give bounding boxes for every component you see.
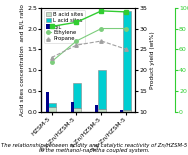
Propane bbox=[75, 44, 78, 46]
Bar bbox=[48, 103, 56, 107]
Y-axis label: Acid sites concentration  and B/L ratio: Acid sites concentration and B/L ratio bbox=[20, 4, 25, 116]
Ethylene bbox=[50, 61, 53, 63]
Bar bbox=[121, 110, 123, 112]
Line: Propane: Propane bbox=[50, 39, 128, 59]
Bar bbox=[48, 107, 56, 112]
Bar bbox=[96, 105, 99, 112]
Ethylene bbox=[75, 40, 78, 42]
Bar bbox=[73, 108, 81, 112]
Ethylene bbox=[125, 28, 127, 29]
Propane bbox=[50, 57, 53, 59]
Bar bbox=[46, 92, 49, 112]
Legend: B acid sites, L acid sites, B/L, Ethylene, Propane: B acid sites, L acid sites, B/L, Ethylen… bbox=[44, 10, 85, 43]
Bar bbox=[98, 109, 106, 112]
Propane bbox=[125, 48, 127, 50]
Bar bbox=[123, 11, 131, 110]
Line: Ethylene: Ethylene bbox=[50, 27, 128, 64]
Propane bbox=[100, 40, 102, 42]
Bar bbox=[123, 110, 131, 112]
Bar bbox=[70, 102, 74, 112]
Text: The relationship between acidity and catalytic reactivity of Zn/HZSM-5
in the me: The relationship between acidity and cat… bbox=[1, 143, 187, 153]
Bar bbox=[98, 70, 106, 109]
Y-axis label: Product yield (wt%): Product yield (wt%) bbox=[150, 31, 155, 89]
Bar bbox=[73, 82, 81, 108]
Ethylene bbox=[100, 28, 102, 29]
